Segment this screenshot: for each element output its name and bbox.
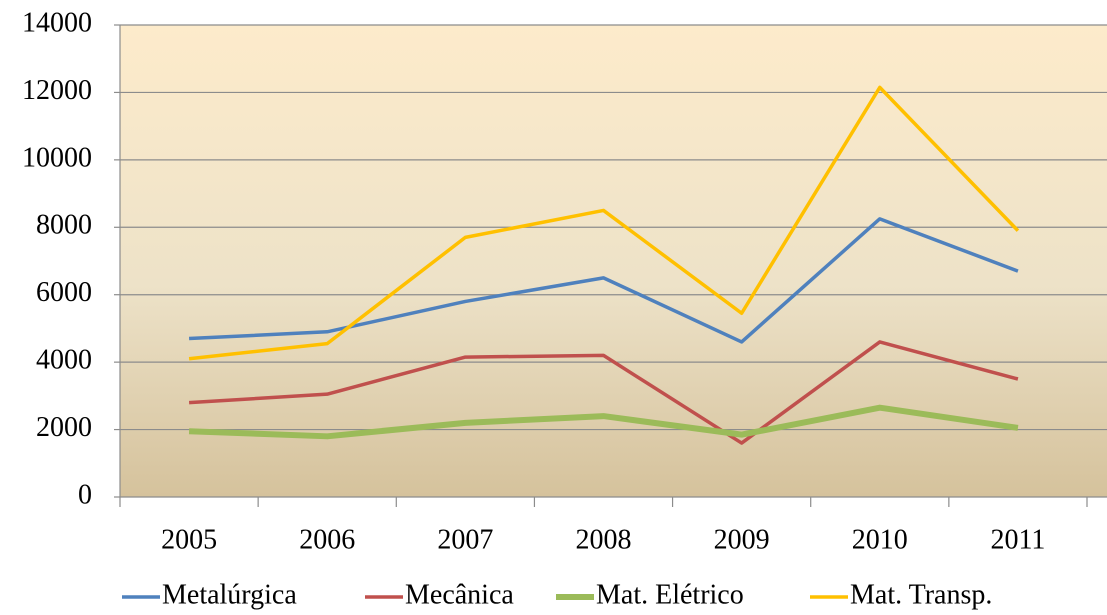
x-tick-label: 2006 (299, 524, 355, 555)
y-tick-label: 14000 (22, 7, 92, 38)
series-line (188, 340, 1019, 445)
y-tick-label: 2000 (36, 412, 92, 443)
y-tick-label: 0 (78, 479, 92, 510)
series-line (188, 404, 1019, 440)
series-line (188, 217, 1019, 344)
legend-label: Mat. Transp. (850, 579, 992, 610)
x-tick-label: 2011 (990, 524, 1045, 555)
legend-label: Metalúrgica (162, 579, 297, 610)
x-tick-label: 2005 (161, 524, 217, 555)
x-tick-label: 2010 (852, 524, 908, 555)
y-tick-label: 12000 (22, 75, 92, 106)
plot-area (120, 25, 1107, 497)
y-tick-label: 6000 (36, 277, 92, 308)
series-line (188, 85, 1020, 361)
x-tick-label: 2007 (437, 524, 493, 555)
x-tick-label: 2008 (576, 524, 632, 555)
y-tick-label: 8000 (36, 210, 92, 241)
y-tick-label: 4000 (36, 345, 92, 376)
x-tick-label: 2009 (714, 524, 770, 555)
legend-label: Mecânica (405, 579, 514, 610)
legend-label: Mat. Elétrico (596, 579, 744, 610)
y-tick-label: 10000 (22, 142, 92, 173)
